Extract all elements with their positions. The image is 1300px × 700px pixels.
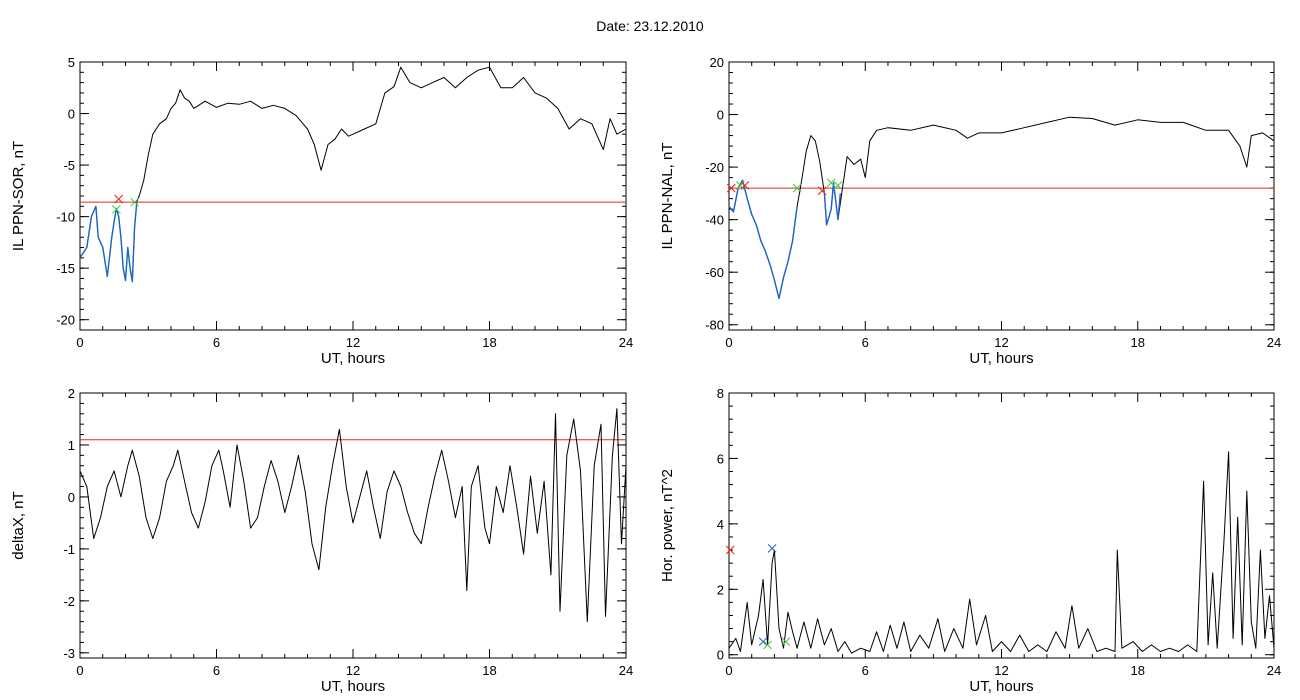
highlighted-segment xyxy=(823,182,841,226)
y-tick-label: -5 xyxy=(63,158,75,173)
x-tick-label: 6 xyxy=(213,335,220,350)
plot-frame xyxy=(79,61,627,331)
y-tick-label: -40 xyxy=(705,213,724,228)
y-tick-label: 20 xyxy=(710,55,724,70)
x-tick-label: 12 xyxy=(346,663,360,678)
page-title: Date: 23.12.2010 xyxy=(596,18,704,34)
panel-il-ppn-nal: 0 6 12 18 24 20 0 -20 -40 -60 -80 UT, hours IL PPN-N… xyxy=(659,55,1281,367)
cross-marker xyxy=(740,181,750,190)
cross-marker xyxy=(736,181,745,190)
y-tick-label: 0 xyxy=(68,107,75,122)
x-tick-label: 6 xyxy=(862,335,869,350)
x-tick-label: 24 xyxy=(619,663,633,678)
marker-stroke xyxy=(114,194,124,204)
x-tick-label: 0 xyxy=(725,335,732,350)
marker-stroke xyxy=(725,545,735,555)
x-tick-label: 0 xyxy=(725,663,732,678)
panel-deltax: 0 6 12 18 24 2 1 0 -1 -2 -3 UT, hours deltaX, nT xyxy=(10,386,633,695)
cross-marker xyxy=(817,186,827,196)
x-tick-label: 18 xyxy=(482,335,496,350)
marker-stroke xyxy=(758,637,768,646)
x-tick-label: 0 xyxy=(76,335,83,350)
y-tick-label: -80 xyxy=(705,318,724,333)
y-tick-label: -20 xyxy=(705,160,724,175)
marker-stroke xyxy=(112,205,121,214)
marker-stroke xyxy=(781,637,791,646)
marker-stroke xyxy=(792,183,802,193)
x-tick-label: 18 xyxy=(1131,335,1145,350)
x-axis-label: UT, hours xyxy=(969,350,1033,367)
data-line xyxy=(728,451,1275,654)
y-tick-label: -20 xyxy=(56,313,75,328)
x-axis-label: UT, hours xyxy=(321,350,385,367)
cross-marker xyxy=(763,640,772,650)
cross-marker xyxy=(767,544,777,553)
x-tick-label: 12 xyxy=(994,663,1008,678)
y-tick-label: 0 xyxy=(717,108,724,123)
y-axis-label: deltaX, nT xyxy=(10,491,27,559)
marker-stroke xyxy=(826,178,836,188)
panel-hor-power: 0 6 12 18 24 8 6 4 2 0 UT, hours Hor. power, nT^2 xyxy=(659,386,1281,695)
x-tick-label: 18 xyxy=(1131,663,1145,678)
y-tick-label: -15 xyxy=(56,261,75,276)
y-tick-label: -10 xyxy=(56,210,75,225)
y-axis-label: Hor. power, nT^2 xyxy=(659,469,676,582)
marker-stroke xyxy=(763,640,772,650)
data-line xyxy=(79,66,627,283)
y-tick-label: -2 xyxy=(63,594,75,609)
plot-frame xyxy=(79,392,627,659)
x-tick-label: 6 xyxy=(213,663,220,678)
x-tick-label: 0 xyxy=(76,663,83,678)
data-line xyxy=(79,408,627,623)
marker-stroke xyxy=(767,544,777,553)
marker-stroke xyxy=(726,183,736,193)
x-tick-label: 24 xyxy=(1267,335,1281,350)
cross-marker xyxy=(758,637,768,646)
cross-marker xyxy=(114,194,124,204)
cross-marker xyxy=(826,178,836,188)
cross-marker xyxy=(130,197,139,207)
y-tick-label: 5 xyxy=(68,55,75,70)
x-tick-label: 12 xyxy=(346,335,360,350)
x-tick-label: 18 xyxy=(482,663,496,678)
y-tick-label: -1 xyxy=(63,542,75,557)
marker-stroke xyxy=(833,181,843,190)
y-axis-label: IL PPN-NAL, nT xyxy=(659,143,676,250)
y-tick-label: -3 xyxy=(63,646,75,661)
y-tick-label: 0 xyxy=(717,648,724,663)
marker-stroke xyxy=(817,186,827,196)
y-tick-label: 2 xyxy=(68,386,75,401)
marker-stroke xyxy=(740,181,750,190)
y-tick-label: 1 xyxy=(68,438,75,453)
x-axis-label: UT, hours xyxy=(969,678,1033,695)
x-tick-label: 24 xyxy=(619,335,633,350)
highlighted-segment xyxy=(79,201,138,283)
panel-il-ppn-sor: 0 6 12 18 24 5 0 -5 -10 -15 -20 UT, hours IL PPN-SOR… xyxy=(10,55,633,367)
plot-frame xyxy=(728,392,1275,659)
cross-marker xyxy=(725,545,735,555)
y-tick-label: 6 xyxy=(717,451,724,466)
highlighted-segment xyxy=(728,179,798,300)
y-tick-label: 2 xyxy=(717,582,724,597)
y-tick-label: 4 xyxy=(717,517,724,532)
plot-frame xyxy=(728,61,1275,331)
y-tick-label: -60 xyxy=(705,265,724,280)
y-tick-label: 0 xyxy=(68,490,75,505)
marker-stroke xyxy=(736,181,745,190)
marker-stroke xyxy=(130,197,139,207)
cross-marker xyxy=(112,205,121,214)
x-tick-label: 6 xyxy=(862,663,869,678)
x-axis-label: UT, hours xyxy=(321,678,385,695)
x-tick-label: 24 xyxy=(1267,663,1281,678)
x-tick-label: 12 xyxy=(994,335,1008,350)
y-axis-label: IL PPN-SOR, nT xyxy=(10,141,27,251)
cross-marker xyxy=(726,183,736,193)
cross-marker xyxy=(781,637,791,646)
data-line xyxy=(728,116,1275,299)
y-tick-label: 8 xyxy=(717,386,724,401)
cross-marker xyxy=(792,183,802,193)
cross-marker xyxy=(833,181,843,190)
